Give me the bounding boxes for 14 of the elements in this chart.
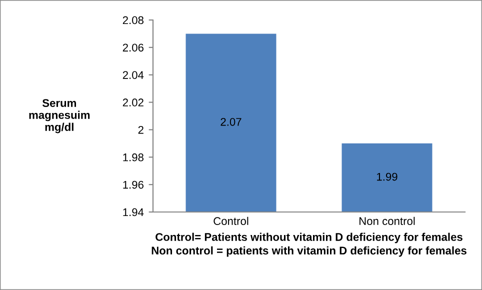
y-tick-label: 2.02 [122, 98, 144, 106]
data-label: 1.99 [377, 172, 398, 181]
data-label: 2.07 [220, 118, 242, 126]
y-tick-label: 2.08 [122, 16, 144, 24]
x-axis-title: Control= Patients without vitamin D deficiency for females Non control = patients with vitamin D deficiency for females [152, 232, 466, 257]
y-tick-label: 2 [138, 126, 144, 134]
y-tick-label: 2.06 [122, 44, 144, 52]
x-tick-label: Control [214, 216, 248, 226]
y-axis-title: Serum magnesuim mg/dl [29, 99, 90, 134]
y-tick-label: 1.96 [123, 180, 144, 189]
y-tick-label: 2.04 [122, 71, 144, 79]
x-tick-label: Non control [360, 216, 415, 226]
y-tick-label: 1.98 [123, 153, 144, 162]
y-tick-label: 1.94 [123, 208, 144, 216]
